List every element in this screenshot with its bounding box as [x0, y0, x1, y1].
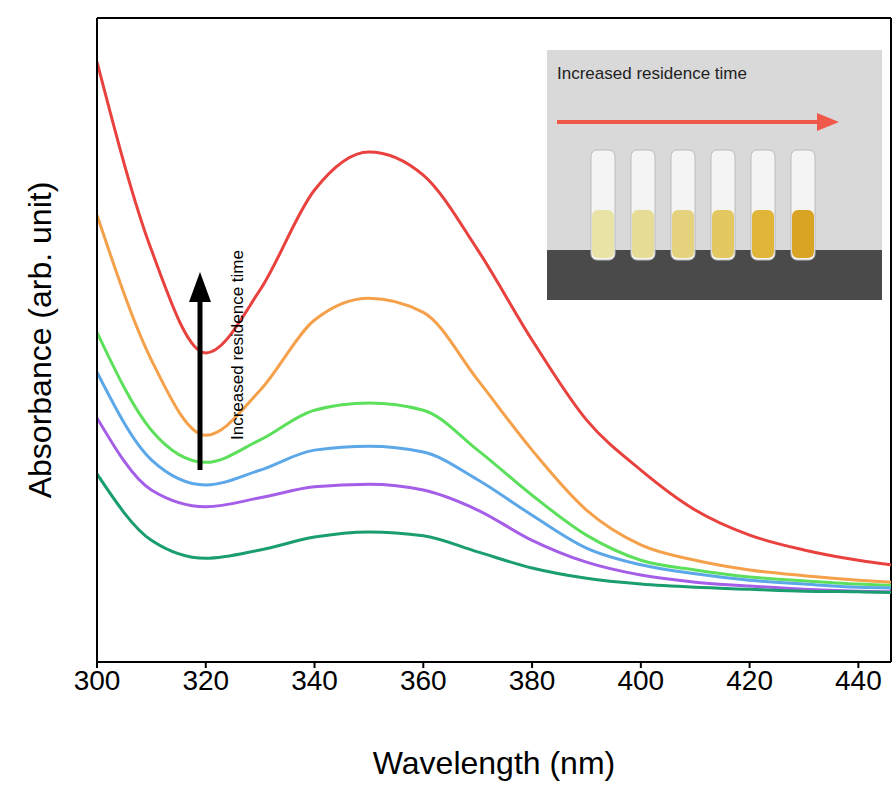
html-text:Increased residence time: Increased residence time [557, 64, 747, 83]
svg-text:360: 360 [400, 665, 447, 696]
svg-text:400: 400 [617, 665, 664, 696]
svg-text:420: 420 [726, 665, 773, 696]
svg-text:380: 380 [509, 665, 556, 696]
svg-text:320: 320 [182, 665, 229, 696]
html-text:Absorbance (arb. unit): Absorbance (arb. unit) [21, 181, 58, 499]
html-text:Increased residence time: Increased residence time [228, 250, 247, 440]
svg-text:340: 340 [291, 665, 338, 696]
svg-text:300: 300 [74, 665, 121, 696]
html-text:Wavelength (nm): Wavelength (nm) [372, 745, 616, 781]
svg-text:440: 440 [835, 665, 882, 696]
